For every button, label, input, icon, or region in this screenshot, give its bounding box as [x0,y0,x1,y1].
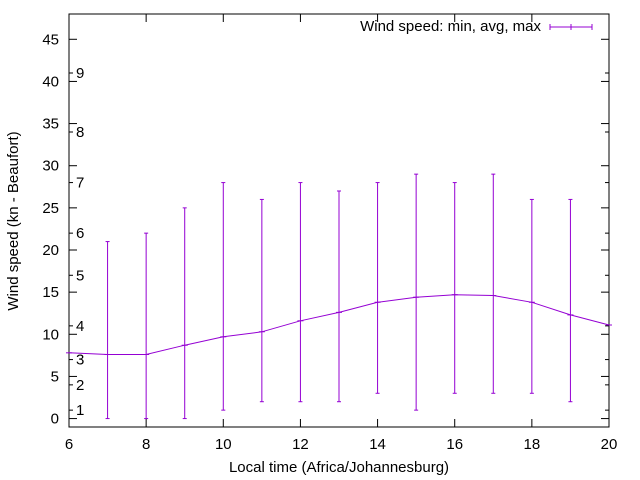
x-axis-ticks: 6 8 10 12 14 16 18 20 [65,14,618,453]
x-tick-label: 8 [142,436,150,453]
beaufort-label: 8 [76,124,84,141]
beaufort-label: 4 [76,318,84,335]
error-bars [105,173,573,420]
y-axis-title: Wind speed (kn - Beaufort) [5,131,22,310]
y-tick-label: 0 [51,411,59,428]
x-tick-label: 10 [215,436,232,453]
y-tick-label: 20 [42,242,59,259]
y-tick-label: 10 [42,326,59,343]
beaufort-label: 1 [76,402,84,419]
beaufort-label: 3 [76,352,84,369]
beaufort-label: 5 [76,267,84,284]
x-tick-label: 14 [369,436,386,453]
x-tick-label: 12 [292,436,309,453]
beaufort-label: 9 [76,65,84,82]
x-axis-title: Local time (Africa/Johannesburg) [229,459,449,476]
average-line [66,294,612,356]
y-tick-label: 15 [42,284,59,301]
x-tick-label: 18 [524,436,541,453]
y-tick-label: 35 [42,116,59,133]
beaufort-label: 2 [76,377,84,394]
y-tick-label: 5 [51,368,59,385]
y-tick-label: 40 [42,73,59,90]
plot-frame [68,13,610,428]
beaufort-label: 7 [76,175,84,192]
legend-label: Wind speed: min, avg, max [360,18,541,35]
legend: Wind speed: min, avg, max [360,18,593,35]
x-tick-label: 16 [446,436,463,453]
beaufort-scale-labels: 1 2 3 4 5 6 7 8 9 [69,65,609,419]
beaufort-label: 6 [76,225,84,242]
x-tick-label: 6 [65,436,73,453]
y-tick-label: 30 [42,158,59,175]
y-tick-label: 45 [42,31,59,48]
y-tick-label: 25 [42,200,59,217]
x-tick-label: 20 [601,436,618,453]
